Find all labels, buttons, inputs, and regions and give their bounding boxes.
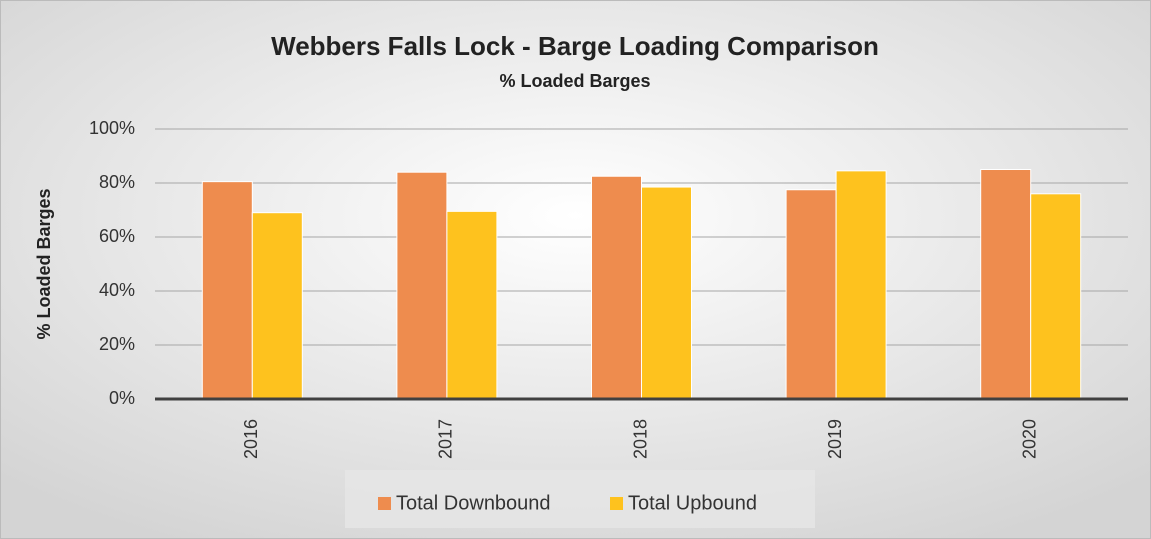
chart-title: Webbers Falls Lock - Barge Loading Compa… — [271, 31, 879, 61]
legend-swatch — [378, 497, 391, 510]
bar — [1030, 193, 1082, 400]
legend-label: Total Downbound — [396, 492, 551, 514]
y-tick-label: 100% — [89, 118, 135, 138]
bar — [446, 210, 498, 400]
y-tick-label: 40% — [99, 280, 135, 300]
y-axis-label: % Loaded Barges — [34, 188, 54, 339]
legend-label: Total Upbound — [628, 492, 757, 514]
bar — [201, 181, 253, 400]
x-tick-label: 2017 — [436, 419, 456, 459]
bar — [835, 170, 887, 400]
y-tick-label: 60% — [99, 226, 135, 246]
bar — [641, 186, 692, 400]
y-tick-label: 20% — [99, 334, 135, 354]
x-tick-label: 2018 — [630, 419, 650, 459]
legend-swatch — [610, 497, 623, 510]
bar — [785, 189, 837, 400]
x-tick-label: 2016 — [241, 419, 261, 459]
bar — [591, 175, 642, 400]
bar — [251, 212, 303, 400]
bar — [396, 171, 448, 400]
legend-box — [345, 470, 815, 528]
bar — [980, 169, 1032, 400]
x-tick-label: 2019 — [825, 419, 845, 459]
chart-subtitle: % Loaded Barges — [499, 71, 650, 91]
x-tick-label: 2020 — [1019, 419, 1039, 459]
y-tick-label: 80% — [99, 172, 135, 192]
y-tick-label: 0% — [109, 388, 135, 408]
